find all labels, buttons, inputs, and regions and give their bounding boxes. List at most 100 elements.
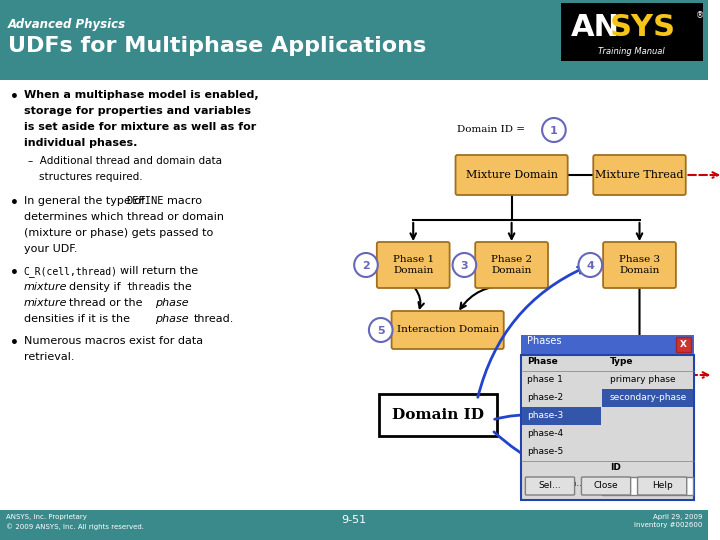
- Text: phase-3: phase-3: [527, 411, 564, 421]
- FancyBboxPatch shape: [475, 242, 548, 288]
- FancyBboxPatch shape: [637, 477, 687, 495]
- Text: Advanced Physics: Advanced Physics: [8, 18, 126, 31]
- FancyBboxPatch shape: [603, 354, 676, 396]
- Text: 1: 1: [550, 126, 558, 136]
- FancyBboxPatch shape: [582, 477, 631, 495]
- Text: •: •: [10, 266, 19, 280]
- Text: is set aside for mixture as well as for: is set aside for mixture as well as for: [24, 122, 256, 132]
- Text: •: •: [10, 336, 19, 350]
- Text: •: •: [10, 196, 19, 210]
- Text: UDFs for Multiphase Applications: UDFs for Multiphase Applications: [8, 36, 426, 56]
- Text: phase 1: phase 1: [527, 375, 563, 384]
- Text: mixture: mixture: [24, 282, 67, 292]
- Text: When a multiphase model is enabled,: When a multiphase model is enabled,: [24, 90, 258, 100]
- Text: (mixture or phase) gets passed to: (mixture or phase) gets passed to: [24, 228, 213, 238]
- Text: C_R(cell,thread): C_R(cell,thread): [24, 266, 117, 277]
- FancyBboxPatch shape: [526, 477, 575, 495]
- Text: Help: Help: [652, 482, 672, 490]
- FancyBboxPatch shape: [456, 155, 567, 195]
- Bar: [0, 0, 708, 80]
- Text: macro: macro: [167, 196, 202, 206]
- Text: structures required.: structures required.: [40, 172, 143, 182]
- FancyBboxPatch shape: [593, 155, 685, 195]
- Circle shape: [354, 253, 378, 277]
- Text: Phase 3
Domain: Phase 3 Domain: [619, 255, 660, 275]
- Bar: [602, 477, 693, 495]
- Bar: [602, 389, 693, 407]
- Bar: [561, 3, 703, 61]
- Text: densities if it is the: densities if it is the: [24, 314, 130, 324]
- Text: Domain ID =: Domain ID =: [457, 125, 526, 134]
- Bar: [521, 355, 693, 500]
- Text: April 29, 2009
Inventory #002600: April 29, 2009 Inventory #002600: [634, 514, 703, 529]
- Text: determines which thread or domain: determines which thread or domain: [24, 212, 224, 222]
- Text: thread or the: thread or the: [69, 298, 143, 308]
- FancyBboxPatch shape: [676, 337, 690, 352]
- Text: ®: ®: [696, 11, 704, 20]
- Text: 4: 4: [586, 261, 594, 271]
- Text: 3: 3: [461, 261, 468, 271]
- Text: your UDF.: your UDF.: [24, 244, 77, 254]
- Text: phase: phase: [156, 314, 189, 324]
- Text: individual phases.: individual phases.: [24, 138, 137, 148]
- Text: ANSYS, Inc. Proprietary
© 2009 ANSYS, Inc. All rights reserved.: ANSYS, Inc. Proprietary © 2009 ANSYS, In…: [6, 514, 144, 530]
- Text: Mixture Domain: Mixture Domain: [466, 170, 557, 180]
- Text: is the: is the: [161, 282, 192, 292]
- Text: phase: phase: [156, 298, 189, 308]
- Text: phase-2: phase-2: [527, 394, 564, 402]
- Text: Phase 2
Domain: Phase 2 Domain: [491, 255, 532, 275]
- FancyBboxPatch shape: [603, 242, 676, 288]
- FancyBboxPatch shape: [377, 242, 449, 288]
- Text: Interaction...: Interaction...: [527, 478, 585, 488]
- Bar: [523, 425, 601, 443]
- Text: Phase 1
Domain: Phase 1 Domain: [392, 255, 433, 275]
- Bar: [523, 371, 601, 389]
- Text: storage for properties and variables: storage for properties and variables: [24, 106, 251, 116]
- Circle shape: [369, 318, 392, 342]
- Text: DEFINE: DEFINE: [126, 196, 163, 206]
- Text: SYS: SYS: [610, 13, 676, 42]
- Text: density if: density if: [69, 282, 120, 292]
- Text: Phase
Thread: Phase Thread: [621, 365, 658, 384]
- Text: Training Manual: Training Manual: [598, 47, 665, 56]
- Bar: [523, 407, 601, 425]
- Text: primary phase: primary phase: [610, 375, 675, 384]
- Text: secondary-phase: secondary-phase: [610, 394, 687, 402]
- Bar: [523, 389, 601, 407]
- Circle shape: [453, 253, 476, 277]
- Text: X: X: [680, 340, 687, 349]
- Text: Close: Close: [594, 482, 618, 490]
- Text: Phase: Phase: [527, 357, 558, 366]
- Text: 5: 5: [377, 326, 384, 336]
- FancyBboxPatch shape: [379, 394, 497, 436]
- Text: thread.: thread.: [194, 314, 234, 324]
- Bar: [0, 510, 708, 540]
- Text: Phases: Phases: [527, 336, 562, 346]
- Text: mixture: mixture: [24, 298, 67, 308]
- Text: ID: ID: [610, 463, 621, 472]
- Text: will return the: will return the: [120, 266, 198, 276]
- Text: phase-4: phase-4: [527, 429, 564, 438]
- Circle shape: [542, 118, 566, 142]
- Bar: [523, 443, 601, 461]
- Text: In general the type of: In general the type of: [24, 196, 148, 206]
- Text: 4: 4: [610, 482, 616, 490]
- Text: Sel...: Sel...: [539, 482, 562, 490]
- Bar: [521, 335, 693, 355]
- Text: AN: AN: [571, 13, 620, 42]
- Text: Interaction Domain: Interaction Domain: [397, 326, 499, 334]
- Circle shape: [578, 253, 602, 277]
- FancyBboxPatch shape: [392, 311, 504, 349]
- Text: 9-51: 9-51: [341, 515, 366, 525]
- Text: •: •: [10, 90, 19, 104]
- Text: Type: Type: [610, 357, 634, 366]
- Text: Numerous macros exist for data: Numerous macros exist for data: [24, 336, 203, 346]
- Bar: [602, 371, 693, 389]
- Text: thread: thread: [126, 282, 161, 292]
- Text: Domain ID: Domain ID: [392, 408, 484, 422]
- Text: phase-5: phase-5: [527, 448, 564, 456]
- Text: retrieval.: retrieval.: [24, 352, 74, 362]
- Text: 2: 2: [362, 261, 370, 271]
- Text: –  Additional thread and domain data: – Additional thread and domain data: [27, 156, 222, 166]
- Text: Mixture Thread: Mixture Thread: [595, 170, 684, 180]
